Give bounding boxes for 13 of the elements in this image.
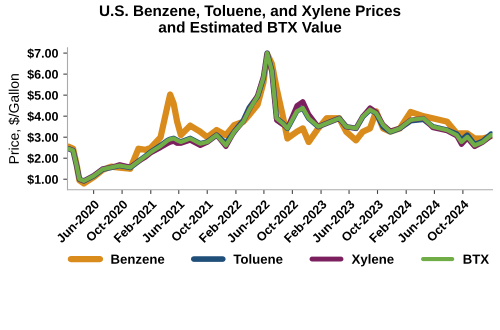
y-tick-label: $6.00 [27, 69, 58, 80]
y-tick-label: $3.00 [27, 132, 58, 143]
chart-title: U.S. Benzene, Toluene, and Xylene Prices and Estimated BTX Value [100, 4, 400, 33]
y-tick-label: $7.00 [27, 48, 58, 59]
y-tick-label: $1.00 [27, 174, 58, 185]
y-tick-label: $5.00 [27, 90, 58, 101]
legend-label: BTX [464, 254, 489, 264]
y-tick-label: $4.00 [27, 111, 58, 122]
legend-label: Xylene [352, 254, 394, 266]
legend-label: Toluene [234, 254, 283, 264]
y-tick-label: $2.00 [27, 153, 58, 164]
y-axis-title: Price, $/Gallon [8, 74, 21, 164]
legend-label: Benzene [111, 254, 164, 264]
